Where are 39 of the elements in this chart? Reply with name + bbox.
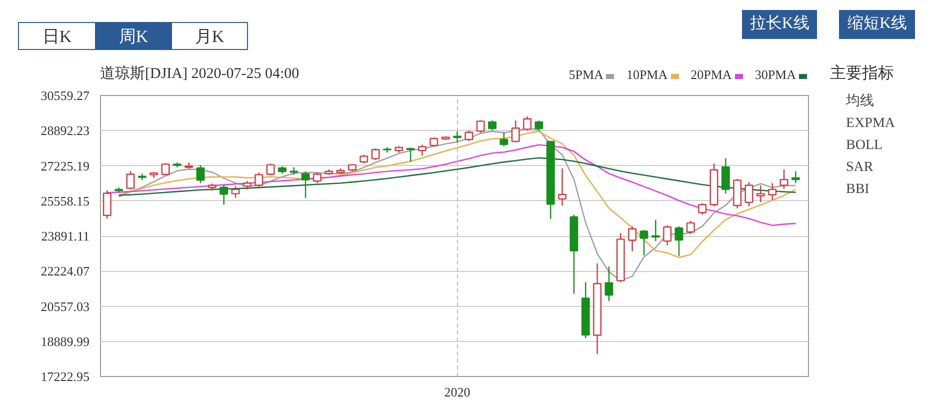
candlestick	[138, 173, 146, 181]
text: 日K	[41, 26, 73, 48]
candlestick	[220, 184, 228, 206]
text: 拉长K线	[742, 10, 818, 39]
candlestick	[756, 184, 765, 203]
y-tick-label: 30559.27	[40, 88, 90, 103]
y-tick-label: 27225.19	[40, 158, 90, 174]
candlestick	[628, 226, 637, 252]
text: 主要指标	[830, 64, 894, 84]
line-series	[118, 157, 796, 196]
legend-label: 30PMA	[754, 67, 797, 82]
candlestick	[453, 130, 462, 143]
text: EXPMA	[845, 115, 896, 133]
legend-label: 20PMA	[690, 67, 733, 82]
candlestick	[791, 170, 800, 184]
text: 月K	[171, 23, 247, 51]
candlestick	[593, 262, 602, 355]
text: BBI	[845, 181, 870, 199]
y-tick-label: 22224.07	[40, 264, 90, 279]
chart-title: 道琼斯[DJIA] 2020-07-25 04:00	[100, 64, 300, 84]
candlestick	[418, 144, 426, 156]
text: 周K	[95, 23, 171, 51]
legend-label: 10PMA	[626, 67, 669, 82]
legend-label: 5PMA	[568, 67, 604, 82]
candlestick	[114, 186, 124, 194]
y-tick-label: 17222.95	[40, 369, 90, 384]
y-tick-label: 28892.23	[40, 123, 90, 138]
y-tick-label: 18889.99	[40, 334, 90, 349]
y-tick-label: 20557.03	[40, 298, 90, 314]
candlestick	[242, 180, 252, 190]
x-tick-label: 2020	[444, 384, 470, 400]
text: 均线	[845, 92, 875, 111]
y-tick-label: 23891.11	[41, 228, 90, 244]
candlestick	[558, 168, 566, 206]
text: BOLL	[845, 137, 884, 155]
candlestick	[768, 182, 777, 201]
y-tick-label: 25558.15	[40, 193, 90, 208]
text: SAR	[845, 159, 874, 177]
text: 缩短K线	[839, 10, 915, 39]
